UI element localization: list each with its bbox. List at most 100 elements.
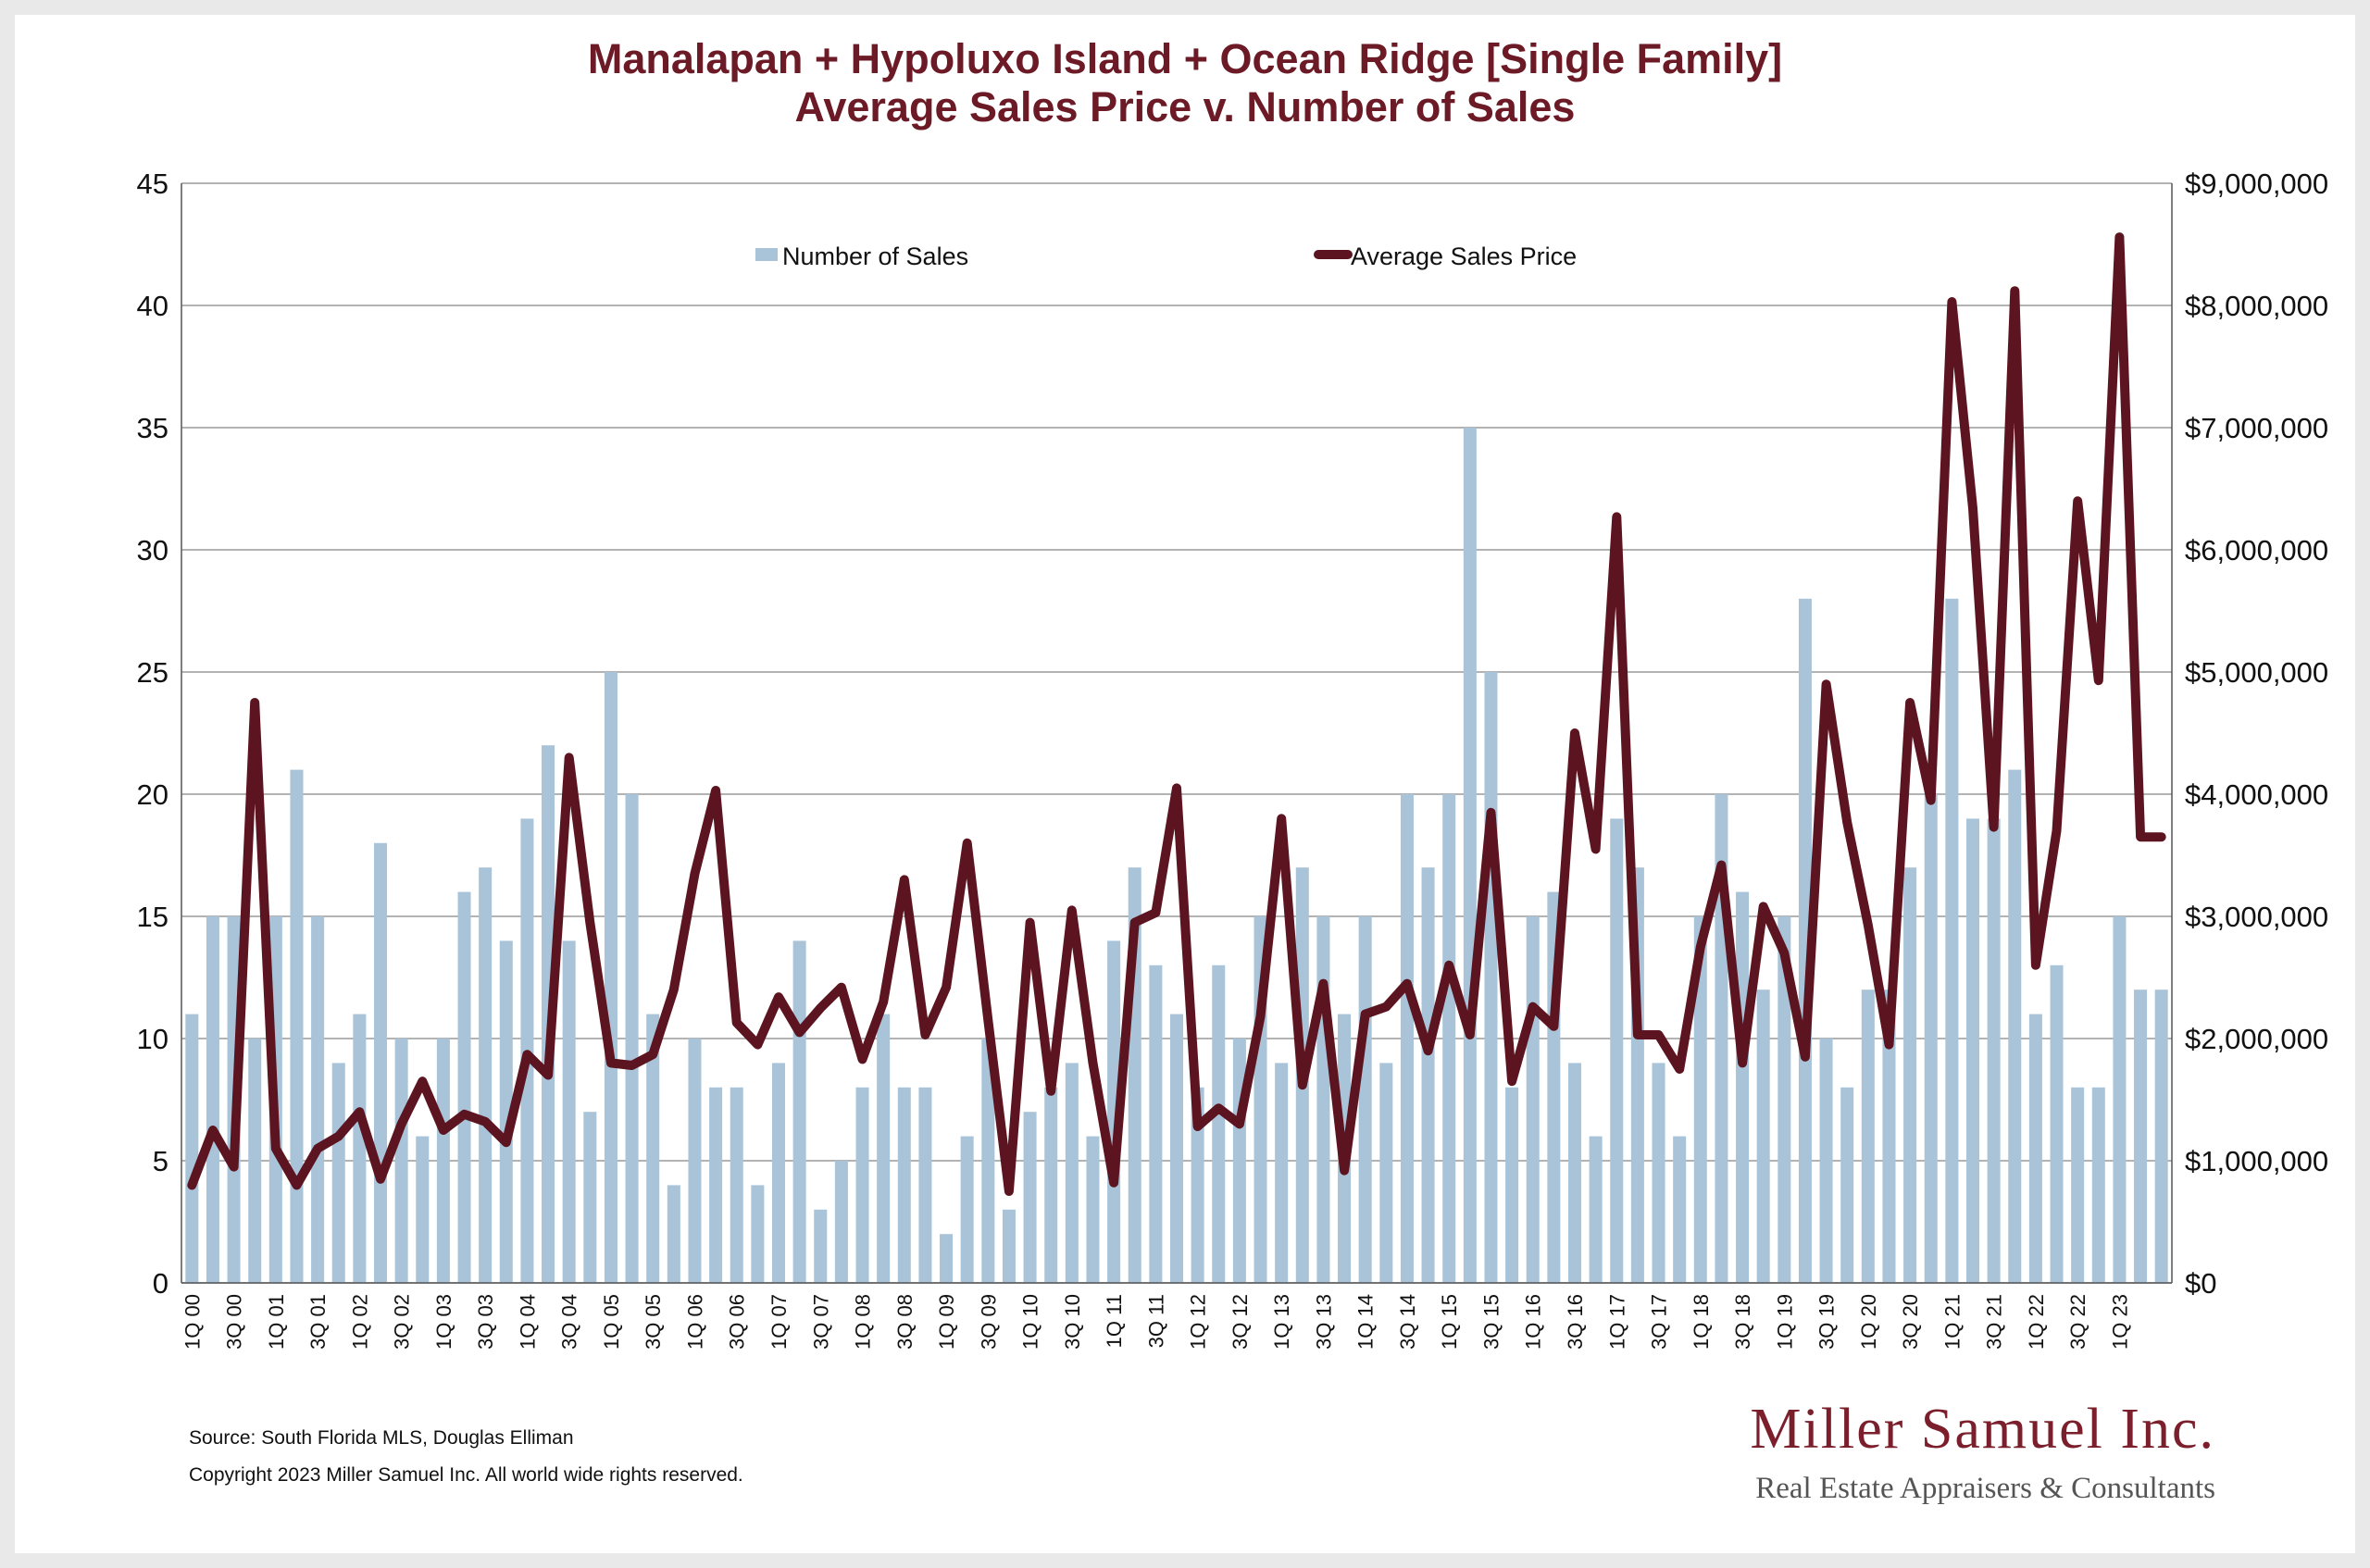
x-tick-label: 1Q 14 <box>1354 1294 1378 1350</box>
sales-count-bar <box>416 1136 430 1283</box>
sales-count-bar <box>1589 1136 1603 1283</box>
x-tick-label: 3Q 07 <box>809 1294 832 1350</box>
average-price-point <box>1759 902 1768 911</box>
sales-count-bar <box>1819 1039 1833 1283</box>
average-price-point <box>2052 827 2062 836</box>
average-price-point <box>2157 832 2166 841</box>
x-tick-label: 3Q 18 <box>1731 1294 1754 1350</box>
average-price-point <box>837 983 846 992</box>
x-tick-label: 1Q 19 <box>1773 1294 1796 1350</box>
chart-title-line2: Average Sales Price v. Number of Sales <box>795 83 1576 131</box>
average-price-point <box>648 1050 657 1059</box>
average-price-point <box>522 1050 531 1059</box>
average-price-point <box>1004 1187 1014 1196</box>
sales-count-bar <box>206 916 219 1283</box>
sales-count-bar <box>688 1039 702 1283</box>
sales-count-bar <box>814 1209 828 1283</box>
y-right-tick-label: $8,000,000 <box>2185 290 2328 322</box>
sales-count-bar <box>960 1136 974 1283</box>
average-price-point <box>1088 1058 1097 1067</box>
average-price-point <box>753 1040 762 1050</box>
average-price-point <box>1466 1030 1475 1039</box>
x-tick-label: 3Q 01 <box>306 1294 330 1350</box>
average-price-point <box>920 1030 929 1039</box>
x-tick-label: 3Q 16 <box>1564 1294 1587 1350</box>
average-price-point <box>1214 1103 1223 1113</box>
average-price-point <box>418 1076 427 1086</box>
sales-count-bar <box>1169 1014 1184 1283</box>
sales-count-bar <box>2154 989 2168 1283</box>
average-price-point <box>2136 832 2145 841</box>
average-price-point <box>1864 920 1873 929</box>
x-tick-label: 3Q 09 <box>977 1294 1000 1350</box>
average-price-point <box>1026 918 1035 927</box>
axes <box>181 183 2173 1284</box>
chart-title-line1: Manalapan + Hypoluxo Island + Ocean Ridg… <box>588 35 1782 82</box>
y-left-tick-label: 15 <box>137 901 168 933</box>
sales-count-bar <box>1778 916 1791 1283</box>
y-left-tick-label: 45 <box>137 168 168 200</box>
average-price-point <box>1549 1022 1558 1031</box>
x-tick-label: 3Q 11 <box>1144 1294 1167 1348</box>
x-tick-label: 1Q 08 <box>852 1294 875 1350</box>
x-tick-label: 1Q 05 <box>600 1294 623 1350</box>
sales-count-bar <box>1463 428 1477 1283</box>
average-price-point <box>2031 961 2040 970</box>
average-price-point <box>585 918 594 927</box>
average-price-point <box>543 1071 553 1080</box>
average-price-point <box>606 1058 616 1067</box>
average-price-point <box>900 875 909 884</box>
sales-count-bar <box>1798 598 1812 1283</box>
sales-count-bar <box>1965 818 1980 1283</box>
average-price-point <box>292 1180 301 1189</box>
x-axis-ticks: 1Q 00 3Q 00 1Q 01 3Q 01 1Q 02 3Q 02 1Q 03 3Q 03… <box>181 1294 2131 1350</box>
sales-count-bar <box>1065 1063 1079 1283</box>
sales-count-bar <box>1191 1087 1204 1283</box>
x-tick-label: 3Q 08 <box>893 1294 917 1350</box>
sales-count-bar <box>1567 1063 1582 1283</box>
sales-count-bar <box>667 1185 680 1283</box>
average-price-point <box>1381 1002 1391 1012</box>
sales-count-bar <box>1903 867 1917 1283</box>
sales-count-bar <box>646 1014 660 1283</box>
x-tick-label: 1Q 15 <box>1438 1294 1461 1350</box>
y-right-tick-label: $9,000,000 <box>2185 168 2328 200</box>
x-tick-label: 1Q 03 <box>432 1294 455 1350</box>
average-price-point <box>795 1027 805 1037</box>
average-price-point <box>2114 232 2124 242</box>
x-tick-label: 3Q 10 <box>1061 1294 1084 1350</box>
sales-count-bar <box>604 672 617 1283</box>
average-price-point <box>271 1144 281 1153</box>
x-tick-label: 1Q 18 <box>1690 1294 1713 1350</box>
sales-count-bar <box>2008 769 2022 1283</box>
sales-count-bar <box>897 1087 911 1283</box>
sales-count-bar <box>771 1063 786 1283</box>
x-tick-label: 3Q 15 <box>1479 1294 1503 1350</box>
average-price-point <box>1654 1030 1664 1039</box>
average-price-point <box>1696 942 1705 952</box>
sales-count-bar <box>1945 598 1959 1283</box>
sales-count-bar <box>2050 964 2064 1283</box>
sales-count-bar <box>2071 1087 2085 1283</box>
x-tick-label: 1Q 04 <box>516 1294 539 1350</box>
average-price-point <box>1591 844 1601 853</box>
average-price-point <box>1927 796 1936 805</box>
x-tick-label: 1Q 07 <box>767 1294 791 1350</box>
x-tick-label: 1Q 23 <box>2108 1294 2131 1350</box>
chart-frame: Manalapan + Hypoluxo Island + Ocean Ridg… <box>15 15 2355 1553</box>
average-price-point <box>711 786 720 795</box>
sales-count-bar <box>1505 1087 1519 1283</box>
x-tick-label: 1Q 17 <box>1605 1294 1628 1350</box>
average-price-point <box>502 1138 511 1147</box>
sales-count-bar <box>792 940 806 1283</box>
x-tick-label: 1Q 06 <box>683 1294 706 1350</box>
average-price-point <box>858 1054 867 1064</box>
sales-count-bar <box>1275 1063 1289 1283</box>
sales-count-bar <box>1232 1039 1246 1283</box>
average-price-point <box>565 753 574 762</box>
sales-count-bar <box>1442 794 1456 1283</box>
company-logo: Miller Samuel Inc. Real Estate Appraiser… <box>1750 1398 2215 1505</box>
average-price-point <box>1675 1064 1684 1074</box>
average-price-point <box>1570 728 1579 738</box>
sales-count-bar <box>1086 1136 1100 1283</box>
